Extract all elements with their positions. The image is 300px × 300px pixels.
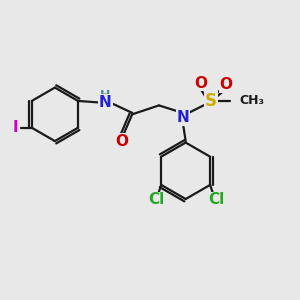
Text: Cl: Cl — [148, 192, 165, 207]
Text: CH₃: CH₃ — [239, 94, 264, 107]
Text: S: S — [205, 92, 217, 110]
Text: N: N — [176, 110, 189, 125]
Text: N: N — [99, 95, 112, 110]
Text: H: H — [100, 89, 111, 102]
Text: I: I — [13, 120, 18, 135]
Text: Cl: Cl — [208, 192, 224, 207]
Text: O: O — [219, 77, 232, 92]
Text: O: O — [115, 134, 128, 148]
Text: O: O — [194, 76, 207, 91]
